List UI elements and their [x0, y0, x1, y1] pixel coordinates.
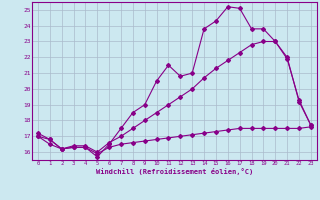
X-axis label: Windchill (Refroidissement éolien,°C): Windchill (Refroidissement éolien,°C) [96, 168, 253, 175]
